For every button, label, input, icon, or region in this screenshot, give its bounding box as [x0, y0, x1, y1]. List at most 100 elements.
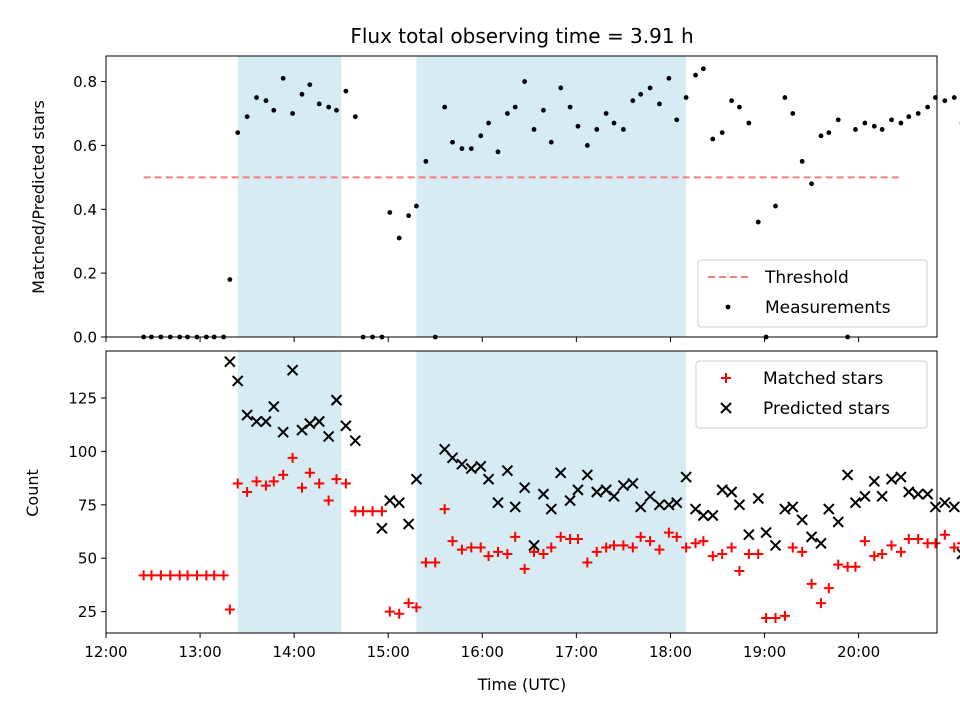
x-tick-label: 20:00: [837, 643, 880, 661]
matched-point: [519, 563, 530, 574]
top-panel: 0.0 0.2 0.4 0.6 0.8 Threshold Measurements: [73, 55, 960, 347]
data-point: [227, 277, 233, 282]
data-point: [799, 158, 805, 164]
legend-matched-swatch: [721, 373, 731, 383]
matched-point: [510, 531, 521, 542]
chart-title: Flux total observing time = 3.91 h: [350, 24, 693, 48]
predicted-point: [929, 501, 942, 513]
matched-point: [690, 538, 701, 549]
data-point: [773, 203, 778, 209]
data-point: [666, 75, 672, 81]
matched-point: [232, 478, 243, 489]
matched-point: [314, 478, 325, 489]
x-tick-label: 14:00: [273, 643, 316, 661]
predicted-point: [330, 394, 343, 406]
matched-point: [609, 540, 620, 551]
legend-predicted-swatch: [720, 402, 732, 414]
matched-point: [394, 608, 405, 619]
data-point: [326, 104, 332, 110]
matched-point: [618, 540, 629, 551]
matched-point: [242, 487, 253, 497]
predicted-point: [760, 526, 772, 539]
data-point: [396, 235, 402, 241]
predicted-point: [671, 496, 683, 509]
matched-point: [323, 495, 334, 506]
y-tick-label: 75: [78, 496, 97, 514]
matched-point: [367, 506, 378, 517]
legend: Threshold Measurements: [697, 259, 928, 328]
y-tick-label: 0.8: [73, 73, 97, 91]
data-point: [951, 95, 957, 100]
data-point: [254, 95, 259, 100]
data-point: [486, 120, 491, 126]
predicted-point: [617, 479, 630, 492]
matched-point: [466, 542, 477, 553]
legend-label: Predicted stars: [763, 399, 890, 419]
data-point: [942, 98, 948, 104]
data-point: [299, 91, 305, 97]
data-point: [710, 136, 716, 142]
data-point: [512, 104, 518, 110]
predicted-point: [600, 484, 612, 496]
matched-point: [726, 542, 737, 553]
predicted-point: [805, 531, 818, 543]
bottom-panel: 25 50 75 100 125 12:00 13:00 14:00 15:00 16:00 17:…: [68, 350, 960, 661]
data-point: [235, 130, 241, 136]
matched-point: [182, 570, 193, 581]
matched-point: [635, 531, 646, 542]
predicted-point: [948, 501, 960, 513]
matched-point: [869, 551, 880, 562]
predicted-point: [743, 529, 755, 541]
predicted-point: [823, 503, 835, 515]
predicted-point: [895, 471, 907, 483]
data-point: [406, 213, 412, 219]
matched-point: [155, 570, 166, 581]
predicted-point: [501, 464, 514, 477]
data-point: [307, 82, 313, 88]
matched-point: [601, 542, 612, 553]
data-point: [450, 139, 455, 145]
matched-point: [475, 542, 486, 553]
matched-point: [260, 480, 271, 491]
matched-point: [224, 604, 235, 615]
matched-point: [358, 506, 369, 517]
data-point: [700, 66, 706, 72]
data-point: [638, 91, 644, 97]
data-point: [737, 104, 742, 110]
data-point: [290, 111, 295, 116]
data-point: [853, 127, 858, 132]
matched-point: [447, 536, 458, 547]
matched-point: [218, 570, 229, 581]
predicted-point: [564, 494, 576, 507]
axes-frame: [105, 350, 938, 634]
shaded-interval: [416, 56, 687, 337]
predicted-point: [537, 488, 550, 500]
matched-point: [403, 598, 414, 609]
predicted-point: [752, 492, 764, 505]
matched-point: [734, 566, 745, 577]
matched-point: [833, 559, 844, 570]
data-point: [334, 107, 339, 113]
predicted-point: [680, 471, 692, 483]
x-axis-label: Time (UTC): [477, 675, 566, 694]
shaded-interval: [237, 351, 342, 633]
matched-point: [707, 551, 718, 562]
predicted-point: [689, 503, 702, 515]
data-point: [835, 117, 841, 123]
matched-point: [296, 482, 307, 493]
data-point: [898, 120, 904, 126]
bottom-y-axis-label: Count: [23, 469, 42, 517]
data-point: [387, 210, 393, 215]
x-tick-label: 19:00: [743, 643, 786, 661]
data-point: [352, 114, 358, 120]
predicted-point: [849, 496, 862, 509]
predicted-point: [402, 518, 415, 530]
matched-point: [698, 536, 709, 547]
matched-point: [717, 548, 728, 559]
matched-point: [957, 542, 960, 545]
data-point: [316, 101, 322, 107]
predicted-point: [518, 482, 531, 494]
matched-point: [492, 546, 503, 557]
matched-point: [191, 570, 202, 581]
matched-point: [251, 476, 262, 487]
